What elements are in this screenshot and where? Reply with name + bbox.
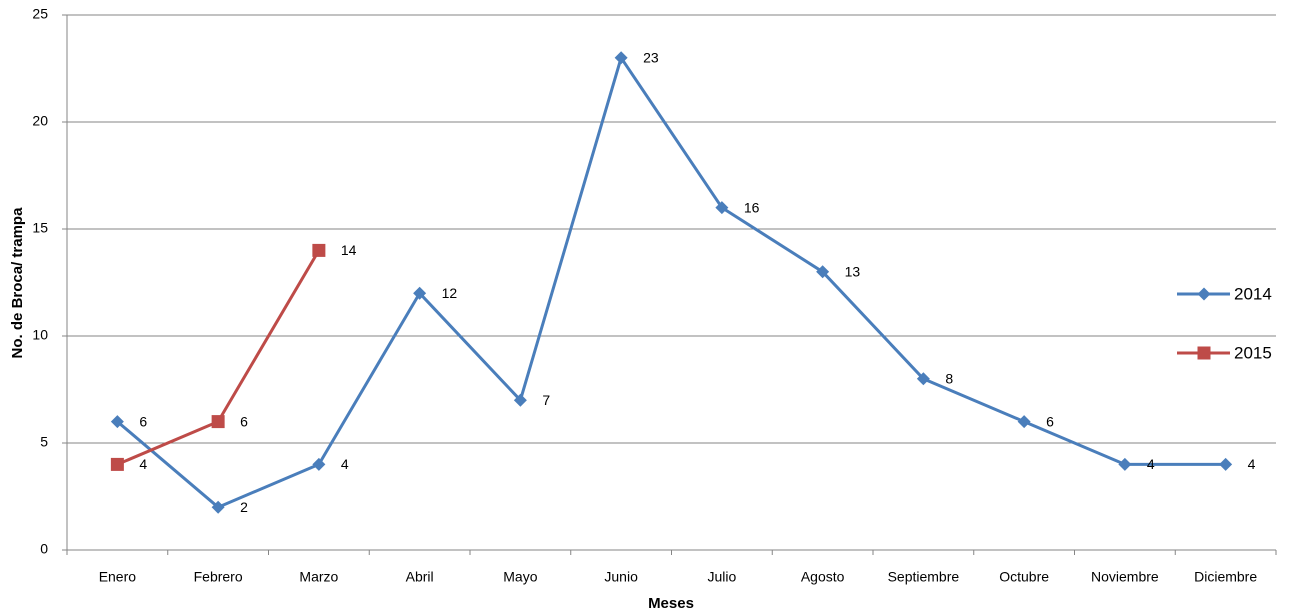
y-tick-label: 20 <box>32 113 48 129</box>
data-label: 4 <box>1248 456 1256 472</box>
x-tick-label: Junio <box>604 569 638 585</box>
marker <box>312 457 326 471</box>
data-label: 23 <box>643 50 659 66</box>
marker <box>413 286 427 300</box>
x-tick-label: Octubre <box>999 569 1049 585</box>
marker <box>110 457 124 471</box>
marker <box>211 415 225 429</box>
data-label: 8 <box>945 371 953 387</box>
marker <box>211 500 225 514</box>
marker <box>614 51 628 65</box>
marker <box>1219 457 1233 471</box>
marker <box>715 201 729 215</box>
y-tick-label: 15 <box>32 220 48 236</box>
x-tick-label: Enero <box>99 569 137 585</box>
x-tick-label: Marzo <box>299 569 338 585</box>
x-tick-label: Noviembre <box>1091 569 1159 585</box>
y-tick-label: 0 <box>40 541 48 557</box>
y-axis-title: No. de Broca/ trampa <box>9 207 26 359</box>
x-tick-label: Agosto <box>801 569 845 585</box>
marker <box>1118 457 1132 471</box>
marker <box>816 265 830 279</box>
marker <box>312 243 326 257</box>
data-label: 13 <box>845 264 861 280</box>
x-tick-label: Mayo <box>503 569 537 585</box>
marker <box>513 393 527 407</box>
data-label: 2 <box>240 499 248 515</box>
x-tick-label: Diciembre <box>1194 569 1257 585</box>
data-label: 6 <box>139 413 147 429</box>
marker <box>916 372 930 386</box>
x-tick-label: Febrero <box>194 569 243 585</box>
data-label: 16 <box>744 199 760 215</box>
data-label: 4 <box>139 456 147 472</box>
data-label: 6 <box>1046 413 1054 429</box>
legend-text: 2015 <box>1234 343 1272 362</box>
data-label: 4 <box>341 456 349 472</box>
marker <box>110 415 124 429</box>
marker <box>1197 346 1211 360</box>
data-label: 6 <box>240 413 248 429</box>
data-label: 7 <box>542 392 550 408</box>
series-line <box>116 249 321 466</box>
y-tick-label: 10 <box>32 327 48 343</box>
data-label: 4 <box>1147 456 1155 472</box>
marker <box>1017 415 1031 429</box>
data-label: 14 <box>341 242 357 258</box>
x-tick-label: Abril <box>406 569 434 585</box>
data-label: 12 <box>442 285 458 301</box>
y-tick-label: 25 <box>32 6 48 22</box>
x-tick-label: Septiembre <box>888 569 960 585</box>
marker <box>1197 287 1211 301</box>
x-tick-label: Julio <box>707 569 736 585</box>
legend-text: 2014 <box>1234 284 1272 303</box>
x-axis-title: Meses <box>648 595 694 612</box>
series-line <box>116 56 1226 509</box>
y-tick-label: 5 <box>40 434 48 450</box>
